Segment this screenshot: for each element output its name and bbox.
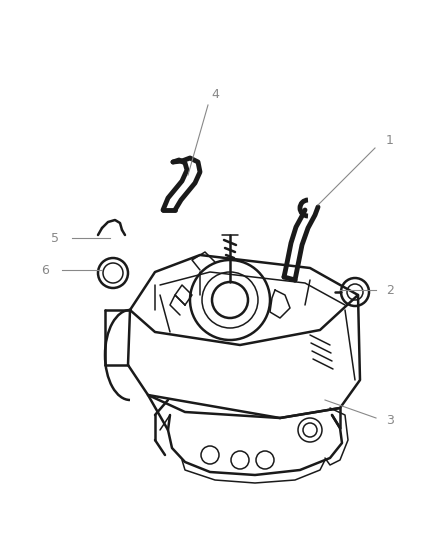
Text: 3: 3 (386, 414, 394, 426)
Text: 4: 4 (211, 88, 219, 101)
Text: 1: 1 (386, 133, 394, 147)
Text: 2: 2 (386, 284, 394, 296)
Text: 6: 6 (41, 263, 49, 277)
Text: 5: 5 (51, 231, 59, 245)
